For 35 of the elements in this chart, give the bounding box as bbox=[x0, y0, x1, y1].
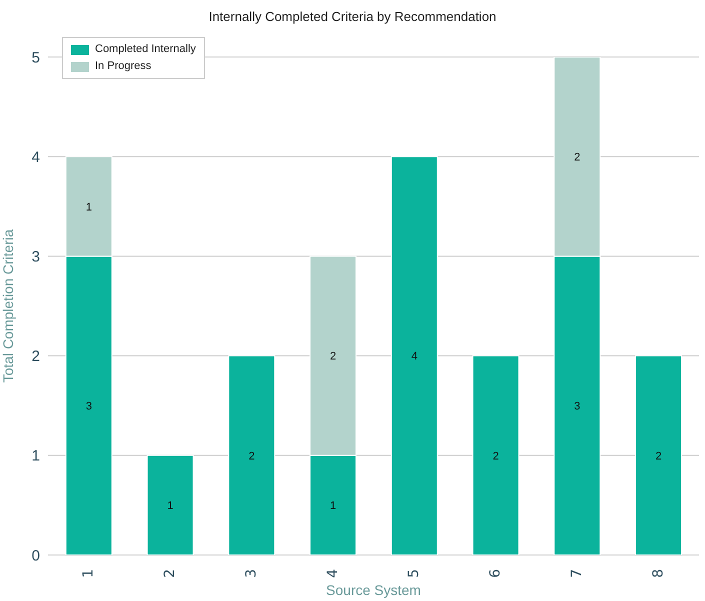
data-label: 2 bbox=[574, 152, 580, 164]
y-tick-label: 4 bbox=[32, 148, 40, 166]
data-label: 1 bbox=[86, 201, 92, 214]
x-tick-label: 1 bbox=[80, 569, 97, 578]
data-label: 2 bbox=[655, 450, 662, 462]
bar bbox=[635, 355, 682, 555]
x-axis-title: Source System bbox=[326, 582, 421, 598]
bar bbox=[390, 156, 438, 555]
legend-label: In Progress bbox=[95, 59, 152, 74]
y-tick-label: 0 bbox=[32, 547, 40, 564]
y-tick-label: 1 bbox=[32, 448, 40, 465]
y-axis-title: Total Completion Criteria bbox=[0, 229, 16, 383]
x-tick-label: 2 bbox=[162, 569, 178, 578]
x-tick-label: 8 bbox=[650, 569, 666, 578]
x-tick-label: 4 bbox=[324, 568, 341, 578]
bar bbox=[228, 355, 276, 555]
data-label: 1 bbox=[330, 500, 336, 512]
bar bbox=[472, 355, 520, 555]
data-label: 2 bbox=[248, 450, 255, 462]
data-label: 3 bbox=[86, 400, 92, 413]
y-tick-label: 3 bbox=[32, 248, 40, 266]
chart-title: Internally Completed Criteria by Recommendation bbox=[208, 9, 498, 24]
bar bbox=[146, 454, 194, 555]
data-label: 4 bbox=[411, 350, 418, 363]
x-tick-label: 6 bbox=[488, 568, 504, 578]
y-tick-label: 5 bbox=[32, 49, 40, 66]
data-label: 1 bbox=[167, 500, 174, 512]
x-tick-label: 3 bbox=[243, 569, 260, 578]
legend-label: Completed Internally bbox=[95, 42, 196, 57]
x-tick-label: 7 bbox=[568, 569, 585, 578]
y-tick-label: 2 bbox=[32, 348, 40, 366]
data-label: 2 bbox=[330, 350, 336, 363]
data-label: 2 bbox=[492, 450, 499, 462]
data-label: 3 bbox=[574, 400, 580, 413]
x-tick-label: 5 bbox=[406, 569, 422, 578]
